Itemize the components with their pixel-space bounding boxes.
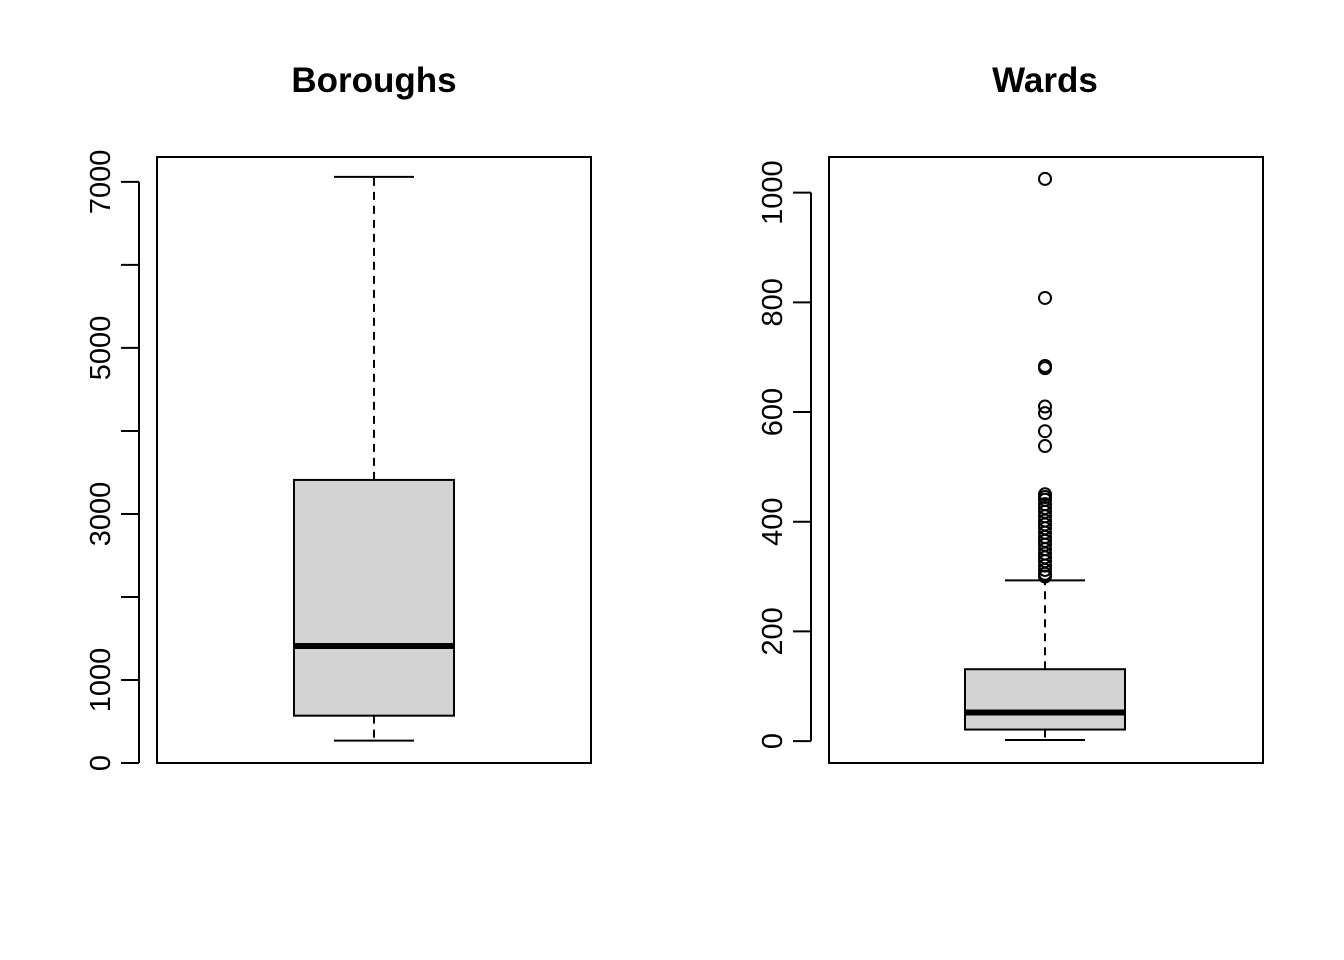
boroughs-y-tick-label: 5000 xyxy=(85,316,117,381)
boroughs-y-tick-label: 1000 xyxy=(85,648,117,713)
wards-boxplot xyxy=(964,171,1126,741)
wards-y-tick-label: 800 xyxy=(757,278,789,326)
wards-outlier-point xyxy=(1038,558,1052,573)
wards-outlier-point xyxy=(1038,569,1052,584)
wards-y-tick-label: 400 xyxy=(757,498,789,546)
boroughs-title: Boroughs xyxy=(291,61,456,100)
wards-outlier-point xyxy=(1038,399,1052,414)
wards-outlier-point xyxy=(1038,439,1052,454)
wards-y-axis: 0 200 400 600 800 1000 xyxy=(757,160,812,749)
boroughs-y-axis: 0 1000 3000 5000 7000 xyxy=(85,150,140,771)
wards-outlier-point xyxy=(1038,171,1052,186)
wards-title: Wards xyxy=(992,61,1098,100)
boroughs-box xyxy=(293,478,455,717)
boroughs-y-tick-label: 3000 xyxy=(85,482,117,547)
wards-y-tick-label: 200 xyxy=(757,607,789,655)
wards-panel: Wards 0 200 400 600 800 1000 xyxy=(757,61,1264,764)
wards-outlier-point xyxy=(1038,290,1052,305)
boroughs-y-tick-label: 0 xyxy=(85,755,117,771)
boroughs-boxplot xyxy=(293,175,455,742)
wards-y-tick-label: 600 xyxy=(757,388,789,436)
wards-y-tick-label: 0 xyxy=(757,733,789,749)
boroughs-panel: Boroughs 0 1000 3000 5000 7000 xyxy=(85,61,592,771)
wards-plot-frame xyxy=(828,156,1264,764)
wards-outlier-point xyxy=(1038,424,1052,439)
wards-outlier-point xyxy=(1038,562,1052,577)
wards-box xyxy=(964,668,1126,731)
wards-y-tick-label: 1000 xyxy=(757,160,789,225)
wards-outlier-point xyxy=(1038,406,1052,421)
wards-outlier-point xyxy=(1038,361,1052,376)
boroughs-y-tick-label: 7000 xyxy=(85,150,117,215)
boroughs-plot-frame xyxy=(156,156,592,764)
